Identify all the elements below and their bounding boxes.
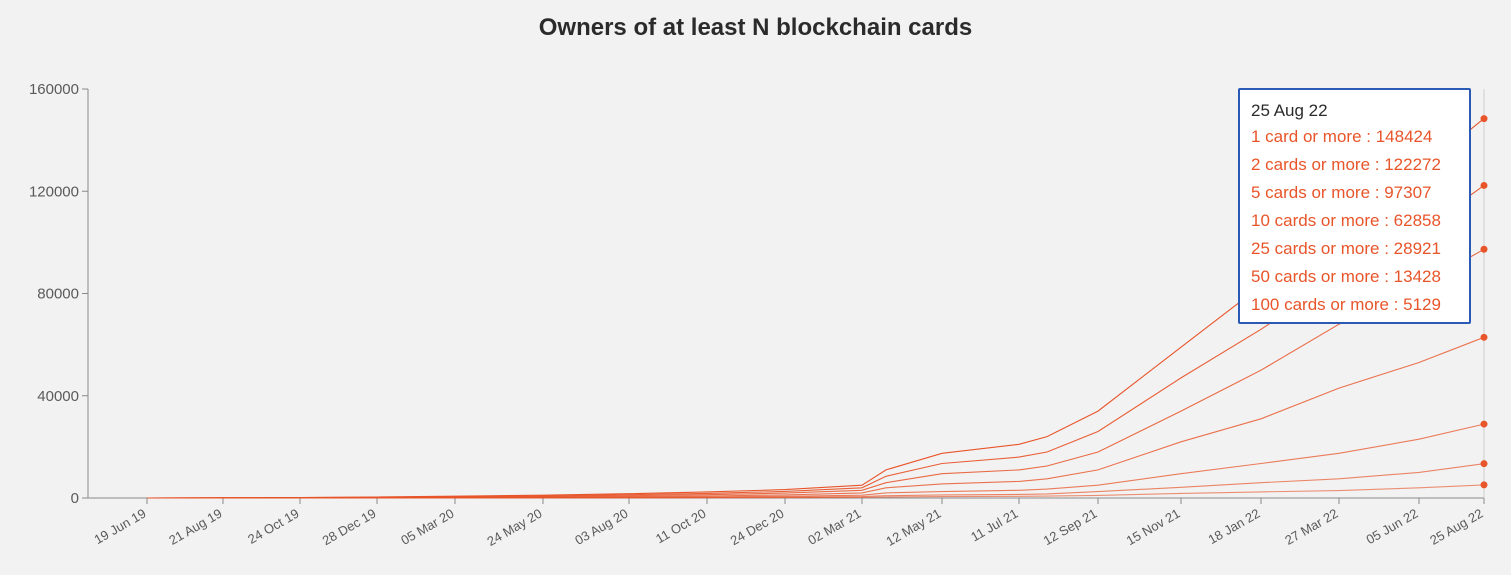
tooltip-rows: 1 card or more : 148424 2 cards or more :… [1251, 123, 1459, 319]
x-tick-label: 12 May 21 [883, 506, 943, 549]
series-line-7[interactable] [147, 484, 1485, 499]
x-tick-label: 24 Dec 20 [728, 506, 787, 549]
series-point-6[interactable] [1480, 460, 1488, 468]
series-point-1[interactable] [1480, 115, 1488, 123]
y-tick-label: 40000 [37, 388, 79, 405]
chart-title: Owners of at least N blockchain cards [538, 14, 973, 41]
x-tick-label: 25 Aug 22 [1427, 506, 1485, 548]
series-point-3[interactable] [1480, 245, 1488, 253]
tooltip-row: 10 cards or more : 62858 [1251, 211, 1441, 230]
x-tick-label: 21 Aug 19 [166, 506, 224, 548]
x-axis: 19 Jun 19 21 Aug 19 24 Oct 19 28 Dec 19 05 M… [88, 497, 1486, 549]
tooltip-row: 2 cards or more : 122272 [1251, 155, 1441, 174]
x-tick-label: 05 Jun 22 [1364, 506, 1421, 548]
tooltip-row: 25 cards or more : 28921 [1251, 239, 1441, 258]
series-point-2[interactable] [1480, 181, 1488, 189]
tooltip-row: 100 cards or more : 5129 [1251, 295, 1441, 314]
x-tick-label: 12 Sep 21 [1041, 506, 1100, 549]
x-tick-label: 02 Mar 21 [805, 506, 863, 548]
series-line-6[interactable] [147, 463, 1485, 499]
x-tick-label: 24 Oct 19 [245, 506, 301, 547]
y-tick-label: 80000 [37, 286, 79, 303]
y-axis: 0 40000 80000 120000 160000 [29, 81, 89, 507]
series-point-5[interactable] [1480, 420, 1488, 428]
tooltip-row: 5 cards or more : 97307 [1251, 183, 1432, 202]
x-tick-label: 15 Nov 21 [1124, 506, 1183, 549]
y-tick-label: 160000 [29, 81, 79, 98]
y-tick-label: 0 [71, 490, 79, 507]
tooltip-row: 1 card or more : 148424 [1251, 127, 1433, 146]
x-tick-label: 18 Jan 22 [1206, 506, 1263, 548]
hover-tooltip: 25 Aug 22 1 card or more : 148424 2 cards… [1238, 88, 1471, 324]
x-tick-label: 19 Jun 19 [92, 506, 149, 548]
x-tick-label: 11 Oct 20 [653, 506, 708, 547]
series-point-4[interactable] [1480, 333, 1488, 341]
x-tick-label: 28 Dec 19 [320, 506, 379, 549]
tooltip-date: 25 Aug 22 [1251, 101, 1328, 120]
series-point-7[interactable] [1480, 481, 1488, 489]
tooltip-row: 50 cards or more : 13428 [1251, 267, 1441, 286]
x-tick-label: 03 Aug 20 [572, 506, 630, 548]
x-tick-label: 05 Mar 20 [398, 506, 456, 548]
x-tick-label: 24 May 20 [484, 506, 544, 549]
series-line-4[interactable] [146, 336, 1485, 499]
hover-points [1480, 115, 1488, 489]
series-line-5[interactable] [147, 423, 1485, 499]
y-tick-label: 120000 [29, 183, 79, 200]
x-tick-label: 27 Mar 22 [1282, 506, 1340, 548]
x-tick-label: 11 Jul 21 [968, 506, 1020, 545]
